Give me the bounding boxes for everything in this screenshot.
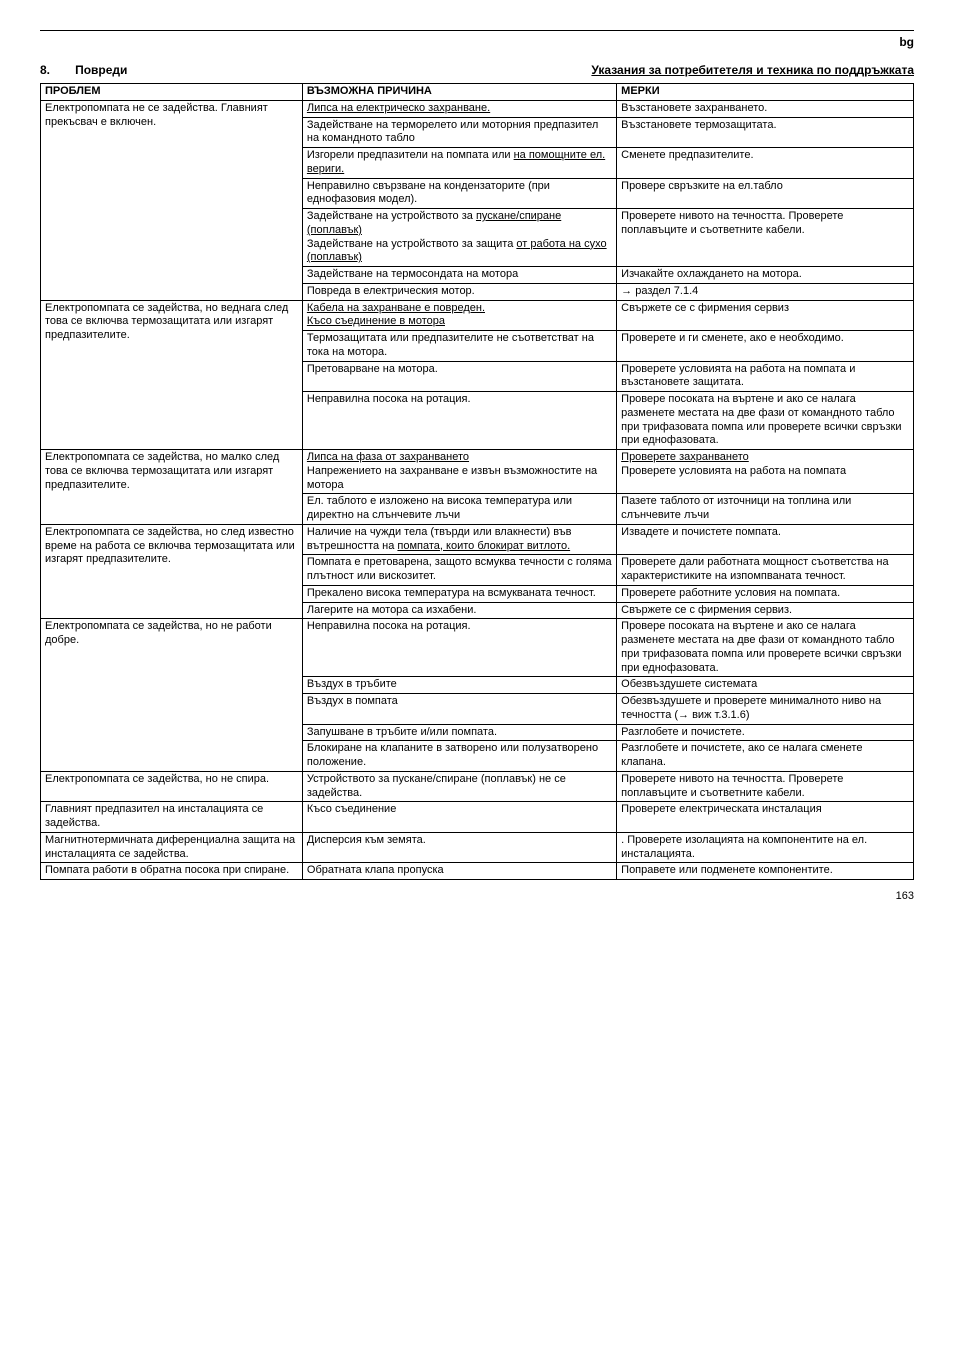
cell-problem: Електропомпата не се задейства. Главният… [41, 100, 303, 300]
cell-action: Проверете електрическата инсталация [617, 802, 914, 833]
cell-action: Разглобете и почистете. [617, 724, 914, 741]
language-tag: bg [40, 35, 914, 49]
cell-cause: Липса на електрическо захранване. [302, 100, 616, 117]
cell-action: Проверете захранванетоПроверете условият… [617, 450, 914, 494]
header-problem: ПРОБЛЕМ [41, 84, 303, 101]
cell-action: . Проверете изолацията на компонентите н… [617, 832, 914, 863]
cell-cause: Въздух в тръбите [302, 677, 616, 694]
cell-action: Проверете работните условия на помпата. [617, 585, 914, 602]
cell-cause: Претоварване на мотора. [302, 361, 616, 392]
cell-action: Свържете се с фирмения сервиз [617, 300, 914, 331]
table-row: Помпата работи в обратна посока при спир… [41, 863, 914, 880]
cell-action: Свържете се с фирмения сервиз. [617, 602, 914, 619]
cell-action: Обезвъздушете и проверете минималното ни… [617, 694, 914, 725]
cell-cause: Лагерите на мотора са изхабени. [302, 602, 616, 619]
cell-action: Провере свръзките на ел.табло [617, 178, 914, 209]
table-header-row: ПРОБЛЕМ ВЪЗМОЖНА ПРИЧИНА МЕРКИ [41, 84, 914, 101]
cell-cause: Неправилна посока на ротация. [302, 619, 616, 677]
cell-action: Разглобете и почистете, ако се налага см… [617, 741, 914, 772]
cell-action: Поправете или подменете компонентите. [617, 863, 914, 880]
cell-cause: Блокиране на клапаните в затворено или п… [302, 741, 616, 772]
cell-action: Проверете и ги сменете, ако е необходимо… [617, 331, 914, 362]
cell-cause: Изгорели предпазители на помпата или на … [302, 148, 616, 179]
cell-action: Проверете нивото на течността. Проверете… [617, 771, 914, 802]
table-row: Магнитнотермичната диференциална защита … [41, 832, 914, 863]
section-title: Повреди [75, 63, 127, 77]
troubleshooting-table: ПРОБЛЕМ ВЪЗМОЖНА ПРИЧИНА МЕРКИ Електропо… [40, 83, 914, 880]
cell-cause: Въздух в помпата [302, 694, 616, 725]
table-row: Главният предпазител на инсталацията се … [41, 802, 914, 833]
cell-action: Изчакайте охлаждането на мотора. [617, 267, 914, 284]
section-subtitle: Указания за потребитетеля и техника по п… [591, 63, 914, 77]
cell-action: → раздел 7.1.4 [617, 283, 914, 300]
cell-cause: Обратната клапа пропуска [302, 863, 616, 880]
table-row: Електропомпата се задейства, но не работ… [41, 619, 914, 677]
cell-cause: Ел. таблото е изложено на висока темпера… [302, 494, 616, 525]
header-cause: ВЪЗМОЖНА ПРИЧИНА [302, 84, 616, 101]
cell-action: Извадете и почистете помпата. [617, 524, 914, 555]
cell-problem: Електропомпата се задейства, но веднага … [41, 300, 303, 450]
section-header: 8. Повреди Указания за потребитетеля и т… [40, 63, 914, 77]
cell-action: Проверете дали работната мощност съответ… [617, 555, 914, 586]
cell-problem: Електропомпата се задейства, но малко сл… [41, 450, 303, 525]
cell-problem: Електропомпата се задейства, но не спира… [41, 771, 303, 802]
cell-action: Проверете нивото на течността. Проверете… [617, 209, 914, 267]
cell-problem: Електропомпата се задейства, но не работ… [41, 619, 303, 772]
cell-problem: Помпата работи в обратна посока при спир… [41, 863, 303, 880]
cell-action: Провере посоката на въртене и ако се нал… [617, 619, 914, 677]
cell-cause: Помпата е претоварена, защото всмуква те… [302, 555, 616, 586]
cell-problem: Магнитнотермичната диференциална защита … [41, 832, 303, 863]
cell-action: Възстановете захранването. [617, 100, 914, 117]
cell-cause: Задействане на термосондата на мотора [302, 267, 616, 284]
cell-action: Обезвъздушете системата [617, 677, 914, 694]
cell-action: Провере посоката на въртене и ако се нал… [617, 392, 914, 450]
cell-cause: Кабела на захранване е повреден.Късо съе… [302, 300, 616, 331]
header-action: МЕРКИ [617, 84, 914, 101]
cell-action: Възстановете термозащитата. [617, 117, 914, 148]
cell-cause: Късо съединение [302, 802, 616, 833]
cell-action: Пазете таблото от източници на топлина и… [617, 494, 914, 525]
cell-cause: Наличие на чужди тела (твърди или влакне… [302, 524, 616, 555]
cell-cause: Устройството за пускане/спиране (поплавъ… [302, 771, 616, 802]
cell-cause: Задействане на устройството за пускане/с… [302, 209, 616, 267]
table-row: Електропомпата се задейства, но веднага … [41, 300, 914, 331]
cell-cause: Повреда в електрическия мотор. [302, 283, 616, 300]
cell-cause: Дисперсия към земята. [302, 832, 616, 863]
table-row: Електропомпата се задейства, но след изв… [41, 524, 914, 555]
cell-cause: Запушване в тръбите и/или помпата. [302, 724, 616, 741]
cell-cause: Задействане на терморелето или моторния … [302, 117, 616, 148]
cell-problem: Главният предпазител на инсталацията се … [41, 802, 303, 833]
cell-problem: Електропомпата се задейства, но след изв… [41, 524, 303, 619]
cell-action: Сменете предпазителите. [617, 148, 914, 179]
table-row: Електропомпата не се задейства. Главният… [41, 100, 914, 117]
cell-cause: Термозащитата или предпазителите не съот… [302, 331, 616, 362]
table-row: Електропомпата се задейства, но не спира… [41, 771, 914, 802]
section-number: 8. [40, 63, 50, 77]
table-row: Електропомпата се задейства, но малко сл… [41, 450, 914, 494]
cell-action: Проверете условията на работа на помпата… [617, 361, 914, 392]
cell-cause: Неправилно свързване на кондензаторите (… [302, 178, 616, 209]
cell-cause: Липса на фаза от захранванетоНапрежениет… [302, 450, 616, 494]
cell-cause: Неправилна посока на ротация. [302, 392, 616, 450]
page-number: 163 [40, 890, 914, 902]
cell-cause: Прекалено висока температура на всмукван… [302, 585, 616, 602]
